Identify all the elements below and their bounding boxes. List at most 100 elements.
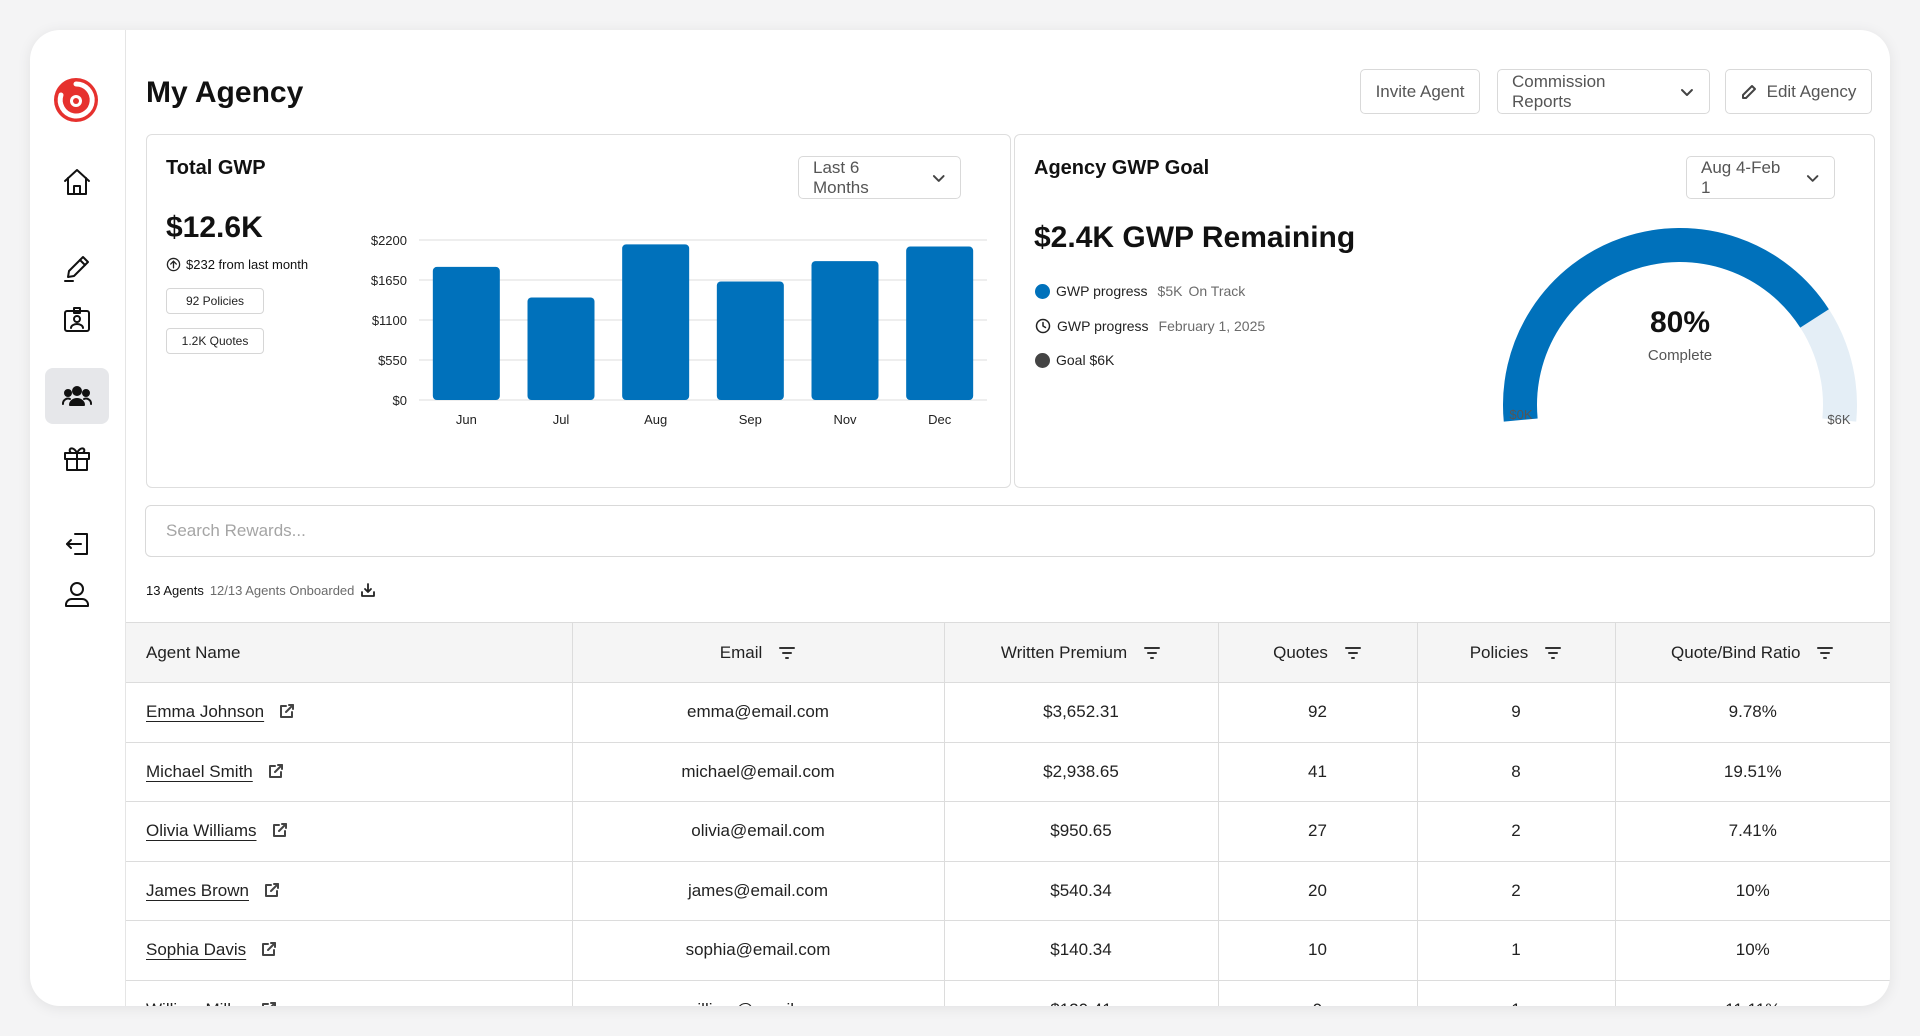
sidebar-item-logout[interactable] bbox=[45, 516, 109, 572]
progress-status: On Track bbox=[1188, 283, 1246, 299]
ratio-cell: 7.41% bbox=[1615, 801, 1890, 862]
col-email-label: Email bbox=[719, 642, 763, 662]
ratio-cell: 11.11% bbox=[1615, 979, 1890, 1006]
agent-name-link[interactable]: James Brown bbox=[146, 880, 249, 900]
invite-agent-label: Invite Agent bbox=[1375, 81, 1465, 101]
goal-range-dropdown[interactable]: Aug 4-Feb 1 bbox=[1686, 156, 1835, 199]
bar-dec[interactable] bbox=[906, 246, 974, 400]
filter-icon[interactable] bbox=[1544, 644, 1562, 662]
table-row: James Brown james@email.com $540.34 20 2… bbox=[126, 860, 1890, 921]
bar-jun[interactable] bbox=[432, 266, 500, 400]
bar-aug[interactable] bbox=[622, 244, 690, 400]
agent-name-cell: Sophia Davis bbox=[126, 920, 573, 981]
commission-reports-label: Commission Reports bbox=[1512, 71, 1606, 111]
email-cell: michael@email.com bbox=[572, 741, 945, 802]
total-gwp-title: Total GWP bbox=[166, 157, 266, 179]
edit-agency-button[interactable]: Edit Agency bbox=[1725, 69, 1872, 114]
main-content: My Agency Invite Agent Commission Report… bbox=[126, 30, 1890, 1006]
x-tick-label: Jun bbox=[456, 412, 477, 427]
download-icon[interactable] bbox=[360, 582, 376, 598]
policies-cell: 2 bbox=[1417, 860, 1616, 921]
sidebar-item-quotes[interactable] bbox=[45, 240, 109, 296]
date-label: GWP progress bbox=[1057, 318, 1149, 334]
col-agent-name-label: Agent Name bbox=[146, 642, 241, 662]
col-email[interactable]: Email bbox=[572, 622, 945, 683]
progress-dot bbox=[1035, 283, 1050, 299]
external-link-icon[interactable] bbox=[278, 702, 296, 720]
agent-summary: 13 Agents 12/13 Agents Onboarded bbox=[146, 582, 376, 598]
col-written-premium[interactable]: Written Premium bbox=[944, 622, 1219, 683]
sidebar-item-agents-id[interactable] bbox=[45, 292, 109, 348]
date-value: February 1, 2025 bbox=[1158, 318, 1266, 334]
filter-icon[interactable] bbox=[1344, 644, 1362, 662]
x-tick-label: Aug bbox=[644, 412, 667, 427]
external-link-icon[interactable] bbox=[263, 881, 281, 899]
sidebar-item-home[interactable] bbox=[45, 154, 109, 210]
table-row: Michael Smith michael@email.com $2,938.6… bbox=[126, 741, 1890, 802]
bar-nov[interactable] bbox=[811, 261, 879, 400]
y-tick-label: $1650 bbox=[371, 273, 407, 288]
external-link-icon[interactable] bbox=[267, 762, 285, 780]
policies-cell: 9 bbox=[1417, 682, 1616, 743]
x-tick-label: Dec bbox=[928, 412, 952, 427]
table-row: Sophia Davis sophia@email.com $140.34 10… bbox=[126, 920, 1890, 981]
sidebar-item-profile[interactable] bbox=[45, 566, 109, 622]
agent-name-link[interactable]: William Miller bbox=[146, 1000, 246, 1006]
sidebar-item-rewards[interactable] bbox=[45, 430, 109, 486]
arrow-up-circle-icon bbox=[166, 257, 181, 272]
sidebar-item-agency[interactable] bbox=[45, 368, 109, 424]
gwp-change-text: $232 from last month bbox=[186, 257, 309, 272]
email-cell: olivia@email.com bbox=[572, 801, 945, 862]
total-gwp-amount: $12.6K bbox=[166, 211, 263, 244]
gwp-range-dropdown[interactable]: Last 6 Months bbox=[798, 156, 961, 199]
goal-gauge: 80% Complete $0K $6K bbox=[1503, 228, 1857, 427]
premium-cell: $120.41 bbox=[944, 979, 1219, 1006]
gwp-bar-chart: $0 $550 $1100 $1650 $2200 Jun Jul Aug Sep Nov Dec bbox=[371, 233, 987, 427]
commission-reports-dropdown[interactable]: Commission Reports bbox=[1497, 69, 1710, 114]
ratio-cell: 9.78% bbox=[1615, 682, 1890, 743]
premium-cell: $140.34 bbox=[944, 920, 1219, 981]
bar-jul[interactable] bbox=[527, 297, 595, 400]
bar-sep[interactable] bbox=[716, 281, 784, 400]
email-cell: james@email.com bbox=[572, 860, 945, 921]
external-link-icon[interactable] bbox=[271, 821, 289, 839]
policies-cell: 8 bbox=[1417, 741, 1616, 802]
gift-icon bbox=[64, 447, 90, 471]
users-icon bbox=[62, 386, 92, 406]
external-link-icon[interactable] bbox=[260, 1000, 278, 1006]
premium-cell: $3,652.31 bbox=[944, 682, 1219, 743]
col-policies-label: Policies bbox=[1469, 642, 1529, 662]
external-link-icon[interactable] bbox=[260, 940, 278, 958]
invite-agent-button[interactable]: Invite Agent bbox=[1360, 69, 1480, 114]
premium-cell: $2,938.65 bbox=[944, 741, 1219, 802]
col-agent-name[interactable]: Agent Name bbox=[126, 622, 573, 683]
agent-name-link[interactable]: Emma Johnson bbox=[146, 702, 265, 722]
filter-icon[interactable] bbox=[778, 644, 796, 662]
filter-icon[interactable] bbox=[1143, 644, 1161, 662]
quotes-badge: 1.2K Quotes bbox=[166, 328, 264, 354]
legend-date: GWP progress February 1, 2025 bbox=[1035, 318, 1265, 334]
agent-name-link[interactable]: Michael Smith bbox=[146, 761, 253, 781]
quotes-cell: 10 bbox=[1218, 920, 1418, 981]
col-policies[interactable]: Policies bbox=[1417, 622, 1616, 683]
chevron-down-icon bbox=[1681, 88, 1694, 96]
search-input[interactable] bbox=[145, 505, 1875, 557]
filter-icon[interactable] bbox=[1816, 644, 1834, 662]
agent-name-link[interactable]: Olivia Williams bbox=[146, 821, 257, 841]
table-row: Emma Johnson emma@email.com $3,652.31 92… bbox=[126, 682, 1890, 743]
goal-dot bbox=[1035, 352, 1050, 368]
col-quotes[interactable]: Quotes bbox=[1218, 622, 1418, 683]
legend-progress: GWP progress $5K On Track bbox=[1035, 283, 1245, 299]
email-cell: sophia@email.com bbox=[572, 920, 945, 981]
pencil-icon bbox=[1741, 84, 1756, 99]
agent-name-link[interactable]: Sophia Davis bbox=[146, 940, 247, 960]
brand-logo-icon bbox=[54, 78, 98, 122]
premium-cell: $540.34 bbox=[944, 860, 1219, 921]
gwp-goal-card: Agency GWP Goal Aug 4-Feb 1 $2.4K GWP Re… bbox=[1014, 134, 1875, 488]
email-cell: william@email.com bbox=[572, 979, 945, 1006]
ratio-cell: 19.51% bbox=[1615, 741, 1890, 802]
agent-name-cell: James Brown bbox=[126, 860, 573, 921]
col-quote-bind-ratio[interactable]: Quote/Bind Ratio bbox=[1615, 622, 1890, 683]
user-icon bbox=[65, 582, 89, 607]
agents-table: Agent Name Email Written Premium Quotes … bbox=[126, 622, 1890, 1006]
